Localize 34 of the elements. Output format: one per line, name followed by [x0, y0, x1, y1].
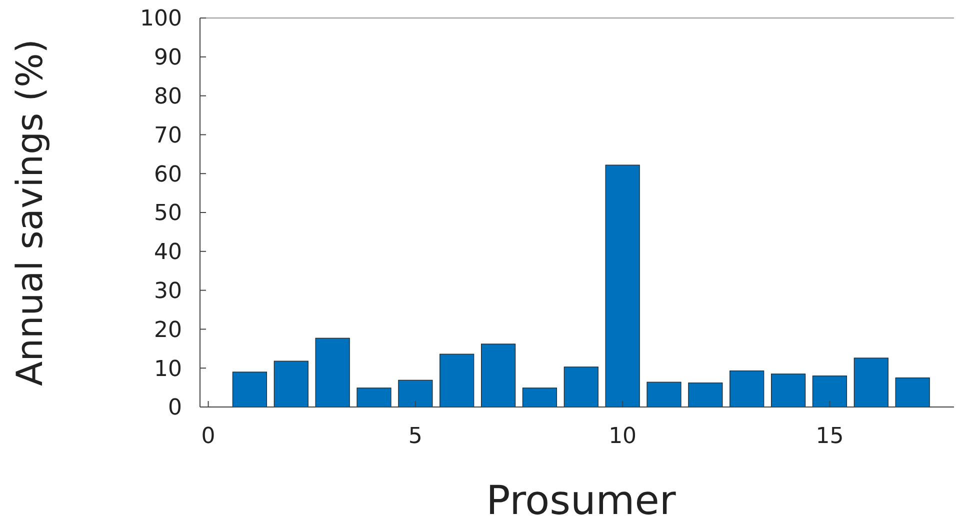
y-tick-label: 60 [154, 162, 182, 188]
bar [771, 374, 806, 408]
bar [854, 358, 888, 408]
y-tick-label: 10 [154, 356, 182, 382]
bar [398, 380, 433, 408]
y-tick-label: 70 [154, 123, 182, 148]
y-tick-label: 90 [154, 46, 182, 71]
bar [895, 378, 930, 408]
bar [356, 388, 392, 408]
y-tick-label: 30 [154, 279, 182, 304]
bar [522, 388, 557, 408]
bar [481, 344, 516, 408]
bar [440, 354, 474, 408]
bar [646, 382, 682, 408]
y-axis-title: Annual savings (%) [10, 39, 51, 386]
bar [605, 164, 640, 408]
bar [274, 360, 308, 408]
y-tick-label: 50 [154, 201, 182, 226]
y-tick-label: 80 [154, 84, 182, 110]
bar [564, 366, 598, 408]
x-tick-label: 0 [201, 424, 216, 449]
bar [730, 370, 764, 408]
x-tick-label: 5 [408, 424, 422, 449]
x-tick-label: 10 [608, 424, 637, 449]
y-tick-label: 20 [154, 318, 182, 343]
x-axis-title: Prosumer [486, 478, 676, 522]
bar [232, 372, 267, 408]
x-tick-label: 15 [816, 424, 844, 449]
y-tick-label: 0 [168, 396, 182, 421]
bar [688, 382, 723, 408]
bar [812, 376, 847, 408]
bar [315, 338, 350, 408]
y-tick-label: 100 [140, 6, 182, 32]
y-tick-label: 40 [154, 240, 182, 266]
